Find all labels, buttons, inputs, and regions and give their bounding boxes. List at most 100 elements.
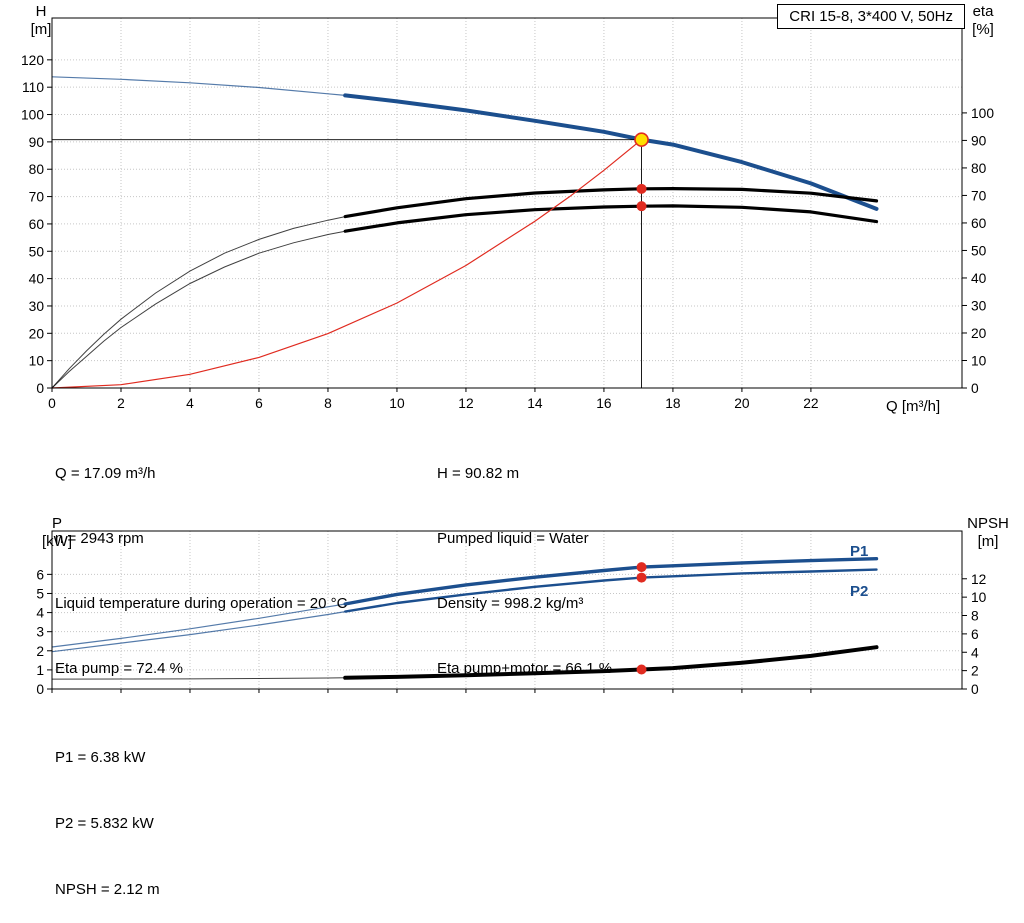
svg-text:22: 22 [803,396,818,411]
pump-curve-charts: 0102030405060708090100110120010203040506… [21,3,1009,697]
series-system-curve [51,139,642,389]
p2-value: P2 = 5.832 kW [55,815,154,832]
x-axis-title: Q [m³/h] [886,398,940,415]
svg-text:20: 20 [29,326,45,341]
grid-layer [52,18,962,388]
y-left-axis-title: [m] [31,21,52,38]
svg-text:100: 100 [21,108,44,123]
svg-text:2: 2 [971,664,979,679]
svg-text:110: 110 [22,80,44,95]
svg-text:60: 60 [971,216,987,231]
svg-text:80: 80 [29,162,45,177]
npsh-value: NPSH = 2.12 m [55,881,160,898]
svg-text:20: 20 [971,326,987,341]
svg-text:12: 12 [458,396,473,411]
svg-text:12: 12 [971,572,986,587]
duty-liquid-temp-value: Liquid temperature during operation = 20… [55,594,348,612]
curve-label-p1: P1 [850,543,868,560]
svg-text:5: 5 [36,586,44,601]
svg-text:40: 40 [29,272,45,287]
tick-layer: 0102030405060708090100110120010203040506… [21,53,994,411]
svg-text:10: 10 [971,590,987,605]
svg-text:8: 8 [324,396,332,411]
pump-model-label: CRI 15-8, 3*400 V, 50Hz [789,8,953,25]
svg-text:0: 0 [48,396,56,411]
y-right-axis-title: NPSH [967,515,1009,532]
svg-text:30: 30 [971,298,987,313]
svg-text:120: 120 [21,53,44,68]
series-p1-curve-thin [51,603,346,648]
svg-text:0: 0 [36,381,44,396]
svg-text:4: 4 [186,396,194,411]
duty-eta-total-value: Eta pump+motor = 66.1 % [437,659,613,677]
svg-text:18: 18 [665,396,681,411]
duty-pumped-liquid-value: Pumped liquid = Water [437,529,589,547]
duty-density-value: Density = 998.2 kg/m³ [437,594,584,612]
svg-text:2: 2 [36,644,44,659]
svg-text:6: 6 [971,627,979,642]
y-left-axis-title: [kW] [42,533,72,550]
series-npsh-curve-thin [51,677,346,680]
svg-text:4: 4 [971,645,979,660]
svg-text:10: 10 [389,396,405,411]
p2-point [636,572,647,583]
grid-layer [52,531,962,689]
duty-point [634,132,649,147]
npsh-point [636,664,647,675]
svg-text:0: 0 [36,682,44,697]
plot-frame [51,17,963,389]
svg-text:0: 0 [971,381,979,396]
duty-eta-pump-value: Eta pump = 72.4 % [55,659,183,677]
duty-flow-value: Q = 17.09 m³/h [55,465,156,483]
svg-text:90: 90 [29,135,45,150]
eta-pump-motor-point [636,201,647,212]
y-left-axis-title: H [36,3,47,20]
plot-frame [51,530,963,690]
performance-chart: 0102030405060708090100110120010203040506… [21,3,994,415]
curve-label-p2: P2 [850,583,868,600]
svg-text:4: 4 [36,606,44,621]
power-info: P1 = 6.38 kW P2 = 5.832 kW NPSH = 2.12 m [55,703,160,923]
svg-text:1: 1 [36,663,44,678]
series-head-curve-thin [51,76,346,96]
svg-text:50: 50 [29,244,45,259]
svg-text:40: 40 [971,271,987,286]
svg-text:60: 60 [29,217,45,232]
svg-text:3: 3 [36,625,44,640]
series-eta-pump-motor-curve [343,204,879,233]
y-left-axis-title: P [52,515,62,532]
series-p2-curve-thin [51,611,346,653]
svg-text:0: 0 [971,682,979,697]
svg-text:80: 80 [971,161,987,176]
duty-info-left: Q = 17.09 m³/h n = 2943 rpm Liquid tempe… [55,420,347,701]
series-npsh-curve [343,645,879,680]
svg-text:70: 70 [29,190,45,205]
series-p2-curve [344,568,878,613]
svg-text:10: 10 [29,354,45,369]
y-right-axis-title: [m] [978,533,999,550]
duty-head-value: H = 90.82 m [437,465,520,483]
svg-text:70: 70 [971,188,987,203]
svg-text:100: 100 [971,106,994,121]
svg-text:90: 90 [971,133,987,148]
svg-text:20: 20 [734,396,750,411]
series-eta-pump-curve [343,187,879,219]
svg-text:6: 6 [255,396,263,411]
series-p1-curve [343,557,879,606]
duty-speed-value: n = 2943 rpm [55,529,144,547]
series-eta-pump-curve-thin [51,216,346,389]
svg-text:50: 50 [971,243,987,258]
svg-text:6: 6 [36,567,44,582]
series-head-curve [343,93,879,211]
svg-text:14: 14 [527,396,543,411]
svg-text:10: 10 [971,353,987,368]
y-right-axis-title: [%] [972,21,994,38]
svg-text:30: 30 [29,299,45,314]
svg-text:16: 16 [596,396,612,411]
p1-point [636,562,647,573]
p1-value: P1 = 6.38 kW [55,749,146,766]
svg-text:2: 2 [117,396,125,411]
y-right-axis-title: eta [973,3,995,20]
